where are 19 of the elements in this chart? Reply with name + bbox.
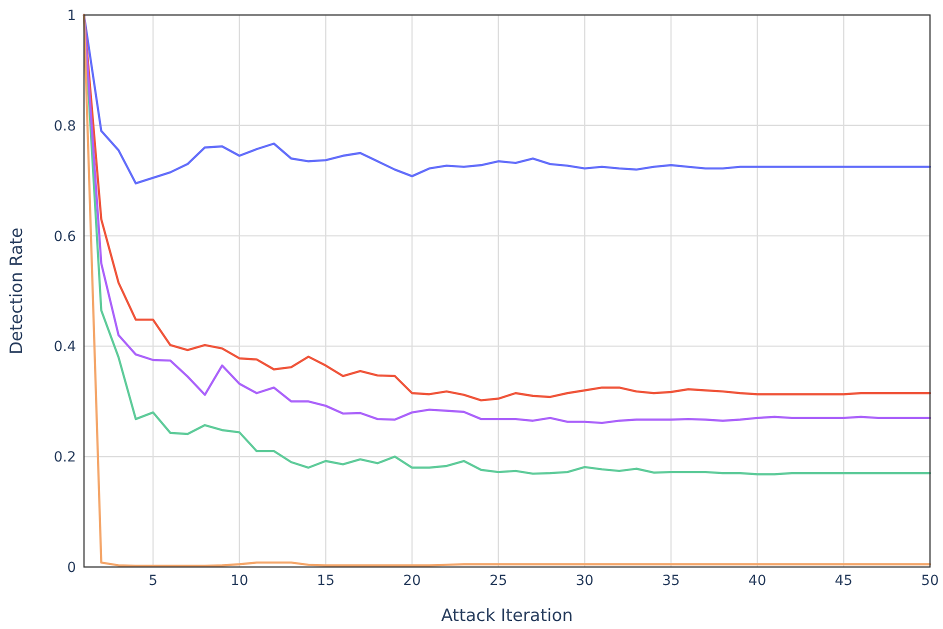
x-tick-label: 50 <box>921 573 939 589</box>
x-tick-label: 15 <box>316 573 335 589</box>
x-tick-label: 25 <box>489 573 508 589</box>
x-tick-label: 40 <box>748 573 766 589</box>
x-tick-label: 5 <box>148 573 158 589</box>
x-tick-label: 30 <box>576 573 594 589</box>
y-tick-label: 0.6 <box>54 228 76 245</box>
y-axis-title: Detection Rate <box>7 228 27 354</box>
x-tick-label: 20 <box>403 573 421 589</box>
x-tick-label: 10 <box>230 573 248 589</box>
y-tick-label: 0.8 <box>54 118 76 134</box>
y-tick-label: 0.4 <box>54 339 76 356</box>
x-tick-label: 45 <box>834 573 853 589</box>
x-axis-title: Attack Iteration <box>441 606 573 626</box>
y-tick-label: 0.2 <box>54 450 76 466</box>
line-series <box>82 14 932 567</box>
y-tick-label: 0 <box>67 560 76 576</box>
y-tick-label: 1 <box>67 8 76 24</box>
x-tick-label: 35 <box>662 573 680 589</box>
